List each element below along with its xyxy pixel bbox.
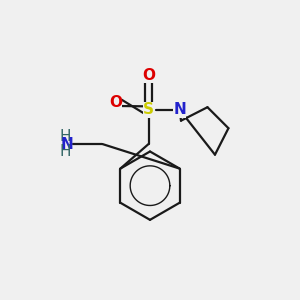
Text: H: H (59, 144, 71, 159)
Text: O: O (109, 95, 122, 110)
Text: S: S (143, 102, 154, 117)
Text: O: O (142, 68, 155, 83)
Text: N: N (173, 102, 186, 117)
Text: H: H (59, 129, 71, 144)
Text: N: N (60, 136, 73, 152)
